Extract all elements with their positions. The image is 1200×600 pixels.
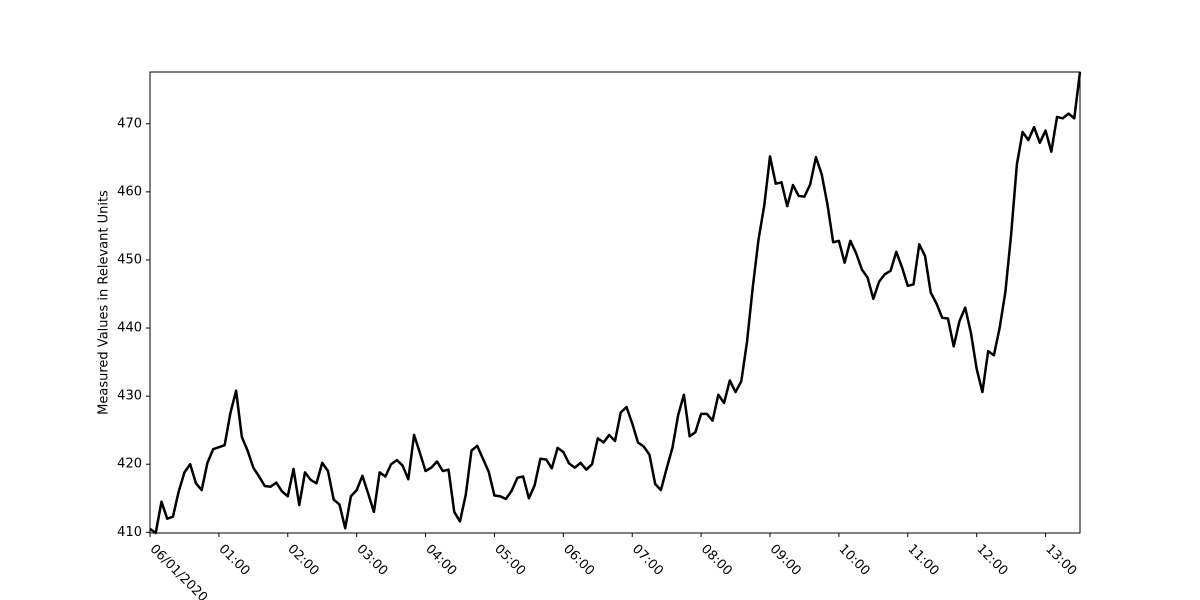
y-tick-label: 450 — [117, 252, 142, 267]
x-tick-label: 03:00 — [353, 542, 390, 579]
y-tick-label: 440 — [117, 321, 142, 336]
x-tick-label: 08:00 — [698, 542, 735, 579]
x-tick-label: 13:00 — [1042, 542, 1079, 579]
x-tick-label: 12:00 — [973, 542, 1010, 579]
x-tick-label: 10:00 — [836, 542, 873, 579]
x-tick-label: 09:00 — [767, 542, 804, 579]
y-tick-label: 410 — [117, 525, 142, 540]
y-tick-label: 470 — [117, 116, 142, 131]
plot-frame — [149, 71, 1081, 534]
y-tick-label: 430 — [117, 389, 142, 404]
x-tick-label: 04:00 — [422, 542, 459, 579]
x-tick-label: 02:00 — [284, 542, 321, 579]
x-tick-label: 01:00 — [216, 542, 253, 579]
y-axis-label: Measured Values in Relevant Units — [97, 190, 112, 415]
y-tick-label: 420 — [117, 457, 142, 472]
x-tick-label: 07:00 — [629, 542, 666, 579]
y-tick-label: 460 — [117, 184, 142, 199]
x-tick-label: 06:00 — [560, 542, 597, 579]
data-line — [149, 71, 1082, 535]
x-tick-label: 06/01/2020 — [147, 542, 211, 600]
x-tick-label: 11:00 — [904, 542, 941, 579]
x-tick-label: 05:00 — [491, 542, 528, 579]
